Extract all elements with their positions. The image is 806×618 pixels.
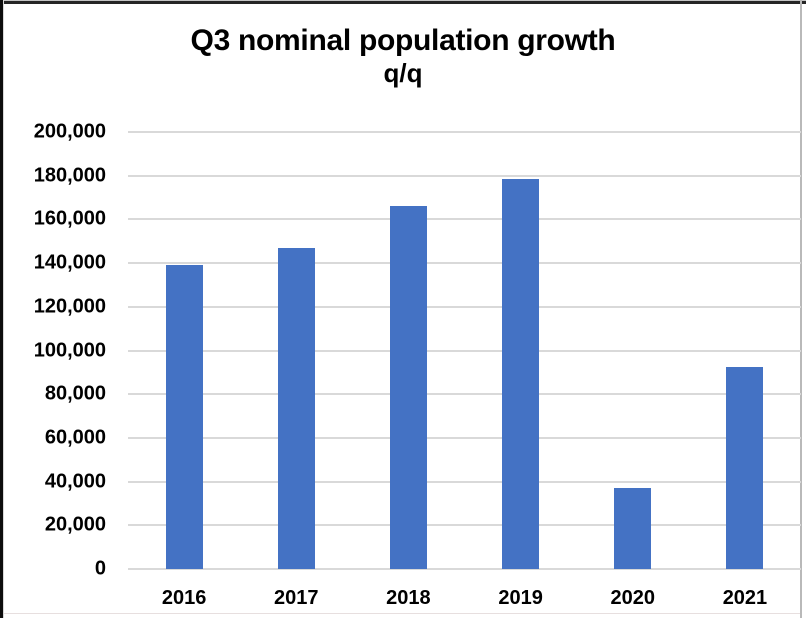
y-tick-label: 140,000 [33, 251, 106, 274]
bar-2019 [502, 178, 540, 569]
bar-slot [240, 132, 352, 569]
bar-2021 [726, 366, 764, 569]
y-tick-label: 160,000 [33, 207, 106, 230]
bar-slot [465, 132, 577, 569]
y-tick-label: 200,000 [33, 120, 106, 143]
gridline [128, 524, 801, 527]
bar-slot [689, 132, 801, 569]
bar-slot [128, 132, 240, 569]
plot-area [128, 131, 801, 570]
x-tick-label: 2021 [722, 587, 768, 609]
window-left-edge [0, 0, 3, 618]
window-top-edge [0, 1, 806, 4]
window-top-edge-highlight [0, 0, 806, 1]
x-tick-label: 2017 [274, 587, 319, 609]
gridline [128, 218, 801, 221]
x-tick-label: 2016 [161, 587, 207, 609]
bar-2020 [614, 488, 652, 569]
bar-series [128, 132, 801, 569]
bar-slot [577, 132, 689, 569]
x-tick-label: 2018 [386, 587, 431, 609]
chart-title-block: Q3 nominal population growth q/q [0, 24, 806, 88]
y-axis: 0 20,000 40,000 60,000 80,000 100,000 120,000 1… [0, 121, 106, 580]
y-tick-label: 120,000 [33, 295, 106, 318]
chart-title: Q3 nominal population growth [190, 24, 616, 57]
window-right-edge [800, 0, 802, 618]
y-tick-label: 0 [94, 557, 106, 580]
gridline [128, 349, 801, 352]
gridline [128, 174, 801, 177]
window-left-edge-highlight [3, 0, 4, 618]
x-tick-label: 2020 [610, 587, 656, 609]
y-tick-label: 80,000 [44, 382, 106, 405]
gridline [128, 131, 801, 133]
gridline [128, 262, 801, 265]
gridline [128, 480, 801, 483]
chart-subtitle: q/q [383, 58, 423, 88]
x-axis: 2016 2017 2018 2019 2020 2021 [128, 584, 801, 612]
gridline [128, 436, 801, 439]
bar-2017 [277, 247, 315, 569]
gridline [128, 568, 801, 570]
bar-2016 [165, 265, 203, 569]
y-tick-label: 20,000 [44, 513, 106, 536]
gridline [128, 393, 801, 396]
window-bottom-edge [4, 613, 800, 614]
y-tick-label: 180,000 [33, 164, 106, 187]
bar-slot [352, 132, 464, 569]
gridline [128, 305, 801, 308]
y-tick-label: 40,000 [44, 470, 106, 493]
bar-2018 [389, 206, 427, 569]
y-tick-label: 100,000 [33, 339, 106, 361]
x-tick-label: 2019 [498, 587, 543, 609]
y-tick-label: 60,000 [44, 426, 106, 449]
